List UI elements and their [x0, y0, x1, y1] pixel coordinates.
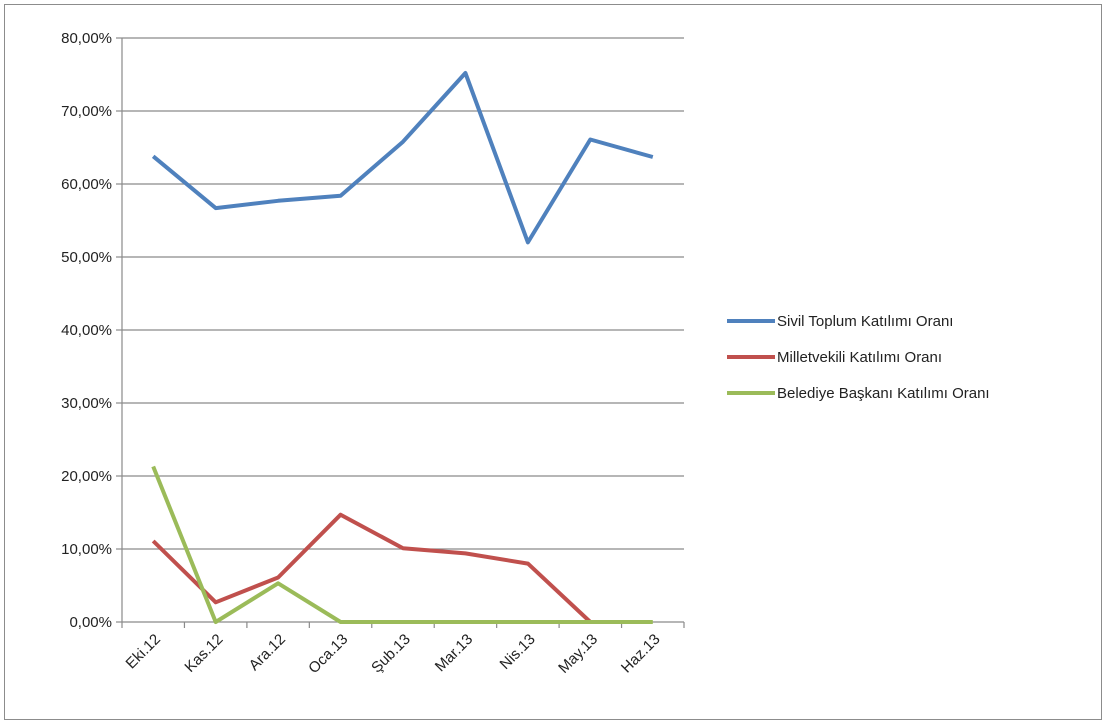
x-tick-label: Haz.13: [618, 631, 664, 677]
series-line-2: [151, 512, 592, 624]
x-tick-label: Eki.12: [123, 631, 165, 673]
x-tick-label: Kas.12: [181, 631, 226, 676]
tick-labels: 0,00% 10,00% 20,00% 30,00% 40,00% 50,00% 60,00…: [61, 30, 663, 677]
y-tick-label: 20,00%: [61, 468, 112, 485]
y-tick-label: 50,00%: [61, 249, 112, 266]
x-tick-label: May.13: [555, 631, 601, 677]
y-tick-label: 80,00%: [61, 30, 112, 47]
y-tick-label: 10,00%: [61, 541, 112, 558]
x-tick-label: Şub.13: [368, 631, 414, 677]
legend-label: Belediye Başkanı Katılımı Oranı: [777, 385, 990, 402]
axes: [116, 37, 685, 628]
x-tick-label: Oca.13: [305, 631, 351, 677]
gridlines: [122, 37, 684, 550]
x-tick-label: Nis.13: [497, 631, 539, 673]
line-chart: 0,00% 10,00% 20,00% 30,00% 40,00% 50,00% 60,00…: [61, 30, 990, 677]
legend: Sivil Toplum Katılımı Oranı Milletvekili …: [727, 313, 990, 402]
legend-label: Milletvekili Katılımı Oranı: [777, 349, 942, 366]
y-tick-label: 70,00%: [61, 103, 112, 120]
series-line-1: [151, 71, 654, 245]
y-tick-label: 60,00%: [61, 176, 112, 193]
y-tick-label: 30,00%: [61, 395, 112, 412]
y-tick-label: 0,00%: [69, 614, 112, 631]
chart-frame: 0,00% 10,00% 20,00% 30,00% 40,00% 50,00% 60,00…: [4, 4, 1102, 720]
y-tick-label: 40,00%: [61, 322, 112, 339]
legend-label: Sivil Toplum Katılımı Oranı: [777, 313, 953, 330]
series-lines: [151, 71, 654, 624]
x-tick-label: Mar.13: [432, 631, 476, 675]
x-tick-label: Ara.12: [246, 631, 289, 674]
series-line-3: [151, 465, 653, 624]
